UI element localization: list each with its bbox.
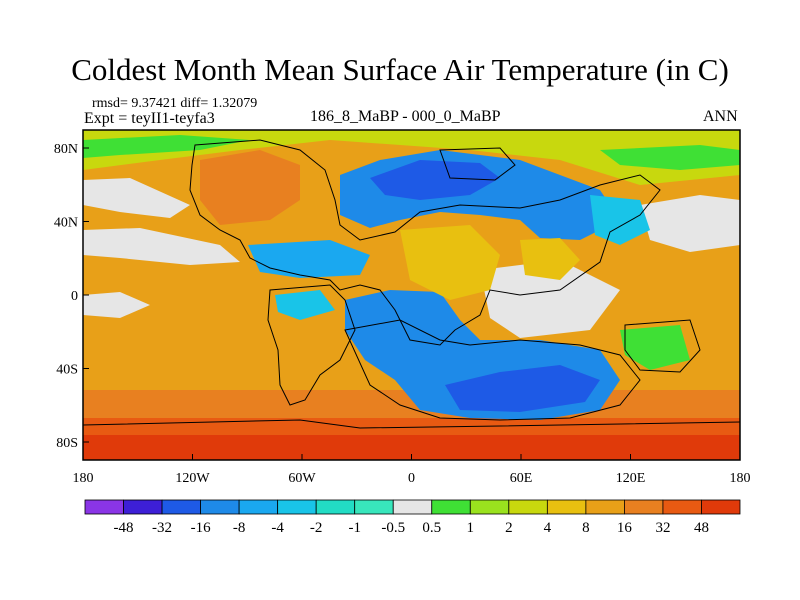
north-band <box>83 130 740 185</box>
north-green-patch <box>83 135 250 158</box>
colorbar-label: 16 <box>617 520 633 536</box>
australia-outline <box>624 319 701 373</box>
colorbar-label: -2 <box>310 520 323 536</box>
colorbar-label: -4 <box>271 520 284 536</box>
pacific-white-eq <box>83 292 150 318</box>
colorbar-label: 4 <box>544 520 552 536</box>
southern-coldest-core <box>445 365 600 412</box>
northwest-warm-land <box>200 150 300 225</box>
colorbar-label: -16 <box>191 520 211 536</box>
colorbar-segment <box>431 499 471 515</box>
north-east-green <box>600 145 740 170</box>
colorbar-label: 8 <box>582 520 590 536</box>
colorbar-segment <box>508 499 548 515</box>
eastern-cool-patch <box>590 195 650 245</box>
experiment-label: Expt = teyII1-teyfa3 <box>84 110 215 127</box>
colorbar-segment <box>546 499 587 515</box>
colorbar-segment <box>624 499 664 515</box>
south-america-outline <box>267 284 356 406</box>
temperature-field <box>83 130 740 460</box>
lat-tick-label: 0 <box>71 289 78 304</box>
northern-coldest-core <box>370 160 500 200</box>
lat-tick-label: 80S <box>56 436 78 451</box>
colorbar-label: 2 <box>505 520 513 536</box>
lon-tick-label: 60W <box>288 471 316 486</box>
central-cold-patch <box>248 240 370 278</box>
colorbar-segment <box>701 499 741 515</box>
colorbar-segment <box>315 499 356 515</box>
lon-tick-label: 180 <box>730 471 751 486</box>
latitude-axis: 80N 40N 0 40S 80S <box>54 142 89 451</box>
colorbar-segment <box>84 499 124 515</box>
lon-tick-label: 120W <box>175 471 210 486</box>
pacific-white-mid <box>83 228 240 265</box>
arctic-island-outline <box>439 147 516 181</box>
chart-title: Coldest Month Mean Surface Air Temperatu… <box>71 52 729 87</box>
colorbar-label: -32 <box>152 520 172 536</box>
colorbar-label: -8 <box>233 520 246 536</box>
colorbar-label: 32 <box>655 520 670 536</box>
colorbar-segment <box>392 499 433 515</box>
lon-tick-label: 180 <box>73 471 94 486</box>
indian-white <box>480 260 620 338</box>
colorbar: -48 -32 -16 -8 -4 -2 -1 -0.5 0.5 1 2 4 8 16 32 48 <box>84 499 741 536</box>
sw-cool-patch <box>275 290 335 320</box>
lat-tick-label: 40S <box>56 363 78 378</box>
colorbar-segment <box>662 499 702 515</box>
lon-tick-label: 120E <box>616 471 646 486</box>
colorbar-segment <box>123 499 163 515</box>
east-green-patch <box>620 325 690 370</box>
colorbar-segment <box>354 499 394 515</box>
colorbar-segment <box>277 499 317 515</box>
east-warm-land <box>520 238 580 280</box>
colorbar-label: -0.5 <box>381 520 405 536</box>
supercontinent-north-outline <box>189 139 661 346</box>
colorbar-segment <box>585 499 625 515</box>
colorbar-segment <box>200 499 240 515</box>
gondwana-south-outline <box>344 319 641 421</box>
colorbar-segment <box>238 499 279 515</box>
longitude-axis: 180 120W 60W 0 60E 120E 180 <box>73 454 751 486</box>
central-warm-land <box>400 225 500 300</box>
colorbar-label: -48 <box>114 520 134 536</box>
lon-tick-label: 60E <box>510 471 533 486</box>
lat-tick-label: 40N <box>54 216 78 231</box>
season-label: ANN <box>703 108 738 125</box>
colorbar-label: 0.5 <box>422 520 441 536</box>
lat-tick-label: 80N <box>54 142 78 157</box>
period-label: 186_8_MaBP - 000_0_MaBP <box>310 108 501 125</box>
pacific-white-north <box>83 178 190 218</box>
colorbar-label: 48 <box>694 520 709 536</box>
colorbar-segment <box>161 499 201 515</box>
continent-outlines <box>83 139 740 429</box>
colorbar-label: -1 <box>348 520 361 536</box>
pacific-white-east <box>640 195 740 252</box>
antarctic-coast-outline <box>83 419 740 429</box>
lon-tick-label: 0 <box>408 471 415 486</box>
stats-text: rmsd= 9.37421 diff= 1.32079 <box>92 96 258 111</box>
colorbar-label: 1 <box>467 520 475 536</box>
colorbar-segment <box>469 499 510 515</box>
